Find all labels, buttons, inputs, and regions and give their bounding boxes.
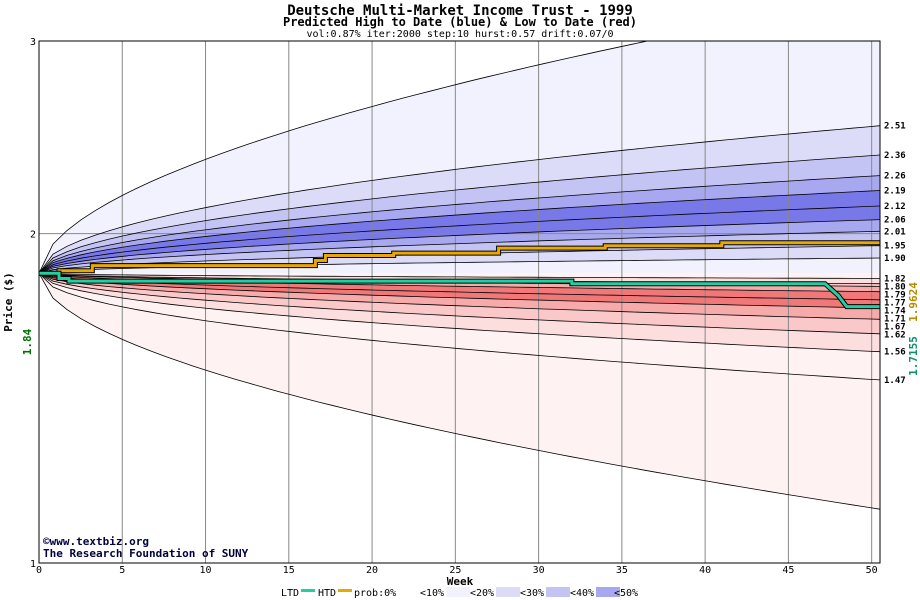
legend-swatch-2 bbox=[496, 587, 520, 597]
percentile-labels: 2.51 2.36 2.26 2.19 2.12 2.062.01 1.95 1.90 1.82… bbox=[884, 122, 906, 386]
ltd-line bbox=[39, 271, 880, 309]
x-tick-label: 25 bbox=[449, 565, 461, 576]
legend-item-2: <30% bbox=[520, 588, 544, 599]
x-tick-label: 45 bbox=[782, 565, 794, 576]
x-tick-labels: 0 5 10 15 20 25 30 35 40 45 50 bbox=[36, 565, 878, 576]
x-tick-label: 5 bbox=[119, 565, 125, 576]
lower-percentile-label: 1.67 bbox=[884, 322, 906, 332]
legend-swatch-4 bbox=[596, 587, 620, 597]
start-price-label: 1.84 bbox=[21, 328, 34, 355]
lower-band bbox=[39, 273, 880, 334]
legend-ltd-swatch bbox=[301, 589, 315, 592]
upper-band bbox=[39, 206, 880, 274]
upper-percentile-label: 1.95 bbox=[884, 242, 906, 252]
x-tick-label: 15 bbox=[283, 565, 295, 576]
ltd-final-label: 1.7155 bbox=[907, 336, 920, 376]
y-tick-labels: 1 2 3 bbox=[30, 37, 36, 570]
legend-item-3: <40% bbox=[570, 588, 594, 599]
upper-percentile-label: 1.90 bbox=[884, 254, 906, 264]
lower-percentile-label: 1.56 bbox=[884, 348, 906, 358]
lower-percentile-curve bbox=[39, 272, 880, 279]
lower-band bbox=[39, 273, 880, 279]
upper-percentile-label: 2.06 bbox=[884, 216, 906, 226]
upper-band bbox=[39, 175, 880, 274]
x-tick-label: 20 bbox=[366, 565, 378, 576]
simulation-params: vol:0.87% iter:2000 step:10 hurst:0.57 d… bbox=[306, 29, 613, 40]
plot-frame bbox=[38, 40, 881, 564]
chart-title: Deutsche Multi-Market Income Trust - 199… bbox=[287, 3, 633, 19]
upper-band bbox=[39, 155, 880, 274]
y-tick-label: 1 bbox=[30, 559, 36, 570]
legend: LTD HTD prob:0% <10% <20% <30% <40% <50% bbox=[281, 587, 638, 599]
lower-band bbox=[39, 273, 880, 352]
legend-swatch-3 bbox=[546, 587, 570, 597]
upper-percentile-curve bbox=[39, 190, 880, 274]
upper-percentile-label: 2.12 bbox=[884, 202, 906, 212]
legend-item-1: <20% bbox=[470, 588, 494, 599]
x-tick-label: 35 bbox=[616, 565, 628, 576]
lower-percentile-label: 1.82 bbox=[884, 274, 906, 284]
legend-prob-label: prob:0% bbox=[354, 588, 396, 599]
upper-band bbox=[39, 219, 880, 274]
upper-band bbox=[39, 258, 880, 274]
upper-band bbox=[39, 41, 880, 274]
lower-percentile-curve bbox=[39, 272, 880, 309]
lower-band bbox=[39, 273, 880, 309]
lower-percentile-curve bbox=[39, 272, 880, 301]
x-tick-label: 30 bbox=[533, 565, 545, 576]
upper-percentile-curve bbox=[39, 205, 880, 274]
x-tick-label: 40 bbox=[699, 565, 711, 576]
lower-percentile-label: 1.74 bbox=[884, 306, 906, 316]
upper-band bbox=[39, 245, 880, 274]
y-tick-label: 2 bbox=[30, 230, 36, 241]
lower-band bbox=[39, 273, 880, 320]
credit-org: The Research Foundation of SUNY bbox=[43, 547, 249, 560]
upper-percentile-label: 2.26 bbox=[884, 172, 906, 182]
lower-percentile-label: 1.77 bbox=[884, 298, 906, 308]
x-tick-label: 0 bbox=[36, 565, 42, 576]
upper-percentile-label: 2.19 bbox=[884, 187, 906, 197]
chart-subtitle: Predicted High to Date (blue) & Low to D… bbox=[283, 15, 637, 29]
y-axis-label: Price ($) bbox=[2, 272, 15, 332]
lower-percentile-curve bbox=[39, 273, 880, 381]
lower-percentile-label: 1.47 bbox=[884, 376, 906, 386]
legend-item-4: <50% bbox=[614, 588, 638, 599]
upper-percentile-label: 2.36 bbox=[884, 151, 906, 161]
htd-final-label: 1.9624 bbox=[907, 282, 920, 322]
lower-percentile-label: 1.80 bbox=[884, 282, 906, 292]
upper-percentile-curve bbox=[39, 230, 880, 274]
legend-swatch-1 bbox=[446, 587, 470, 597]
x-tick-label: 50 bbox=[866, 565, 878, 576]
y-tick-label: 3 bbox=[30, 37, 36, 48]
lower-band bbox=[39, 273, 880, 380]
legend-swatch-0 bbox=[396, 587, 406, 597]
upper-percentile-label: 2.01 bbox=[884, 227, 906, 237]
upper-percentile-curve bbox=[39, 219, 880, 274]
legend-htd-swatch bbox=[338, 589, 352, 592]
lower-percentile-label: 1.62 bbox=[884, 330, 906, 340]
upper-percentile-label: 2.51 bbox=[884, 122, 906, 132]
upper-percentile-curve bbox=[39, 154, 880, 274]
lower-percentile-label: 1.79 bbox=[884, 290, 906, 300]
lower-outer-curve bbox=[39, 273, 880, 510]
x-tick-label: 10 bbox=[200, 565, 212, 576]
lower-percentile-curve bbox=[39, 272, 880, 335]
lower-percentile-curve bbox=[39, 272, 880, 353]
upper-percentile-curve bbox=[39, 175, 880, 274]
htd-line bbox=[39, 241, 880, 275]
lower-band bbox=[39, 273, 880, 510]
upper-band bbox=[39, 190, 880, 274]
credit-url: ©www.textbiz.org bbox=[43, 535, 149, 548]
upper-percentile-curve bbox=[39, 125, 880, 274]
x-axis-label: Week bbox=[447, 575, 474, 588]
upper-outer-curve bbox=[39, 41, 650, 274]
lower-percentile-curve bbox=[39, 272, 880, 320]
upper-band bbox=[39, 125, 880, 274]
legend-ltd-label: LTD bbox=[281, 588, 299, 599]
legend-item-0: <10% bbox=[420, 588, 444, 599]
series-lines bbox=[39, 240, 880, 310]
legend-htd-label: HTD bbox=[318, 588, 336, 599]
lower-percentile-label: 1.71 bbox=[884, 314, 906, 324]
